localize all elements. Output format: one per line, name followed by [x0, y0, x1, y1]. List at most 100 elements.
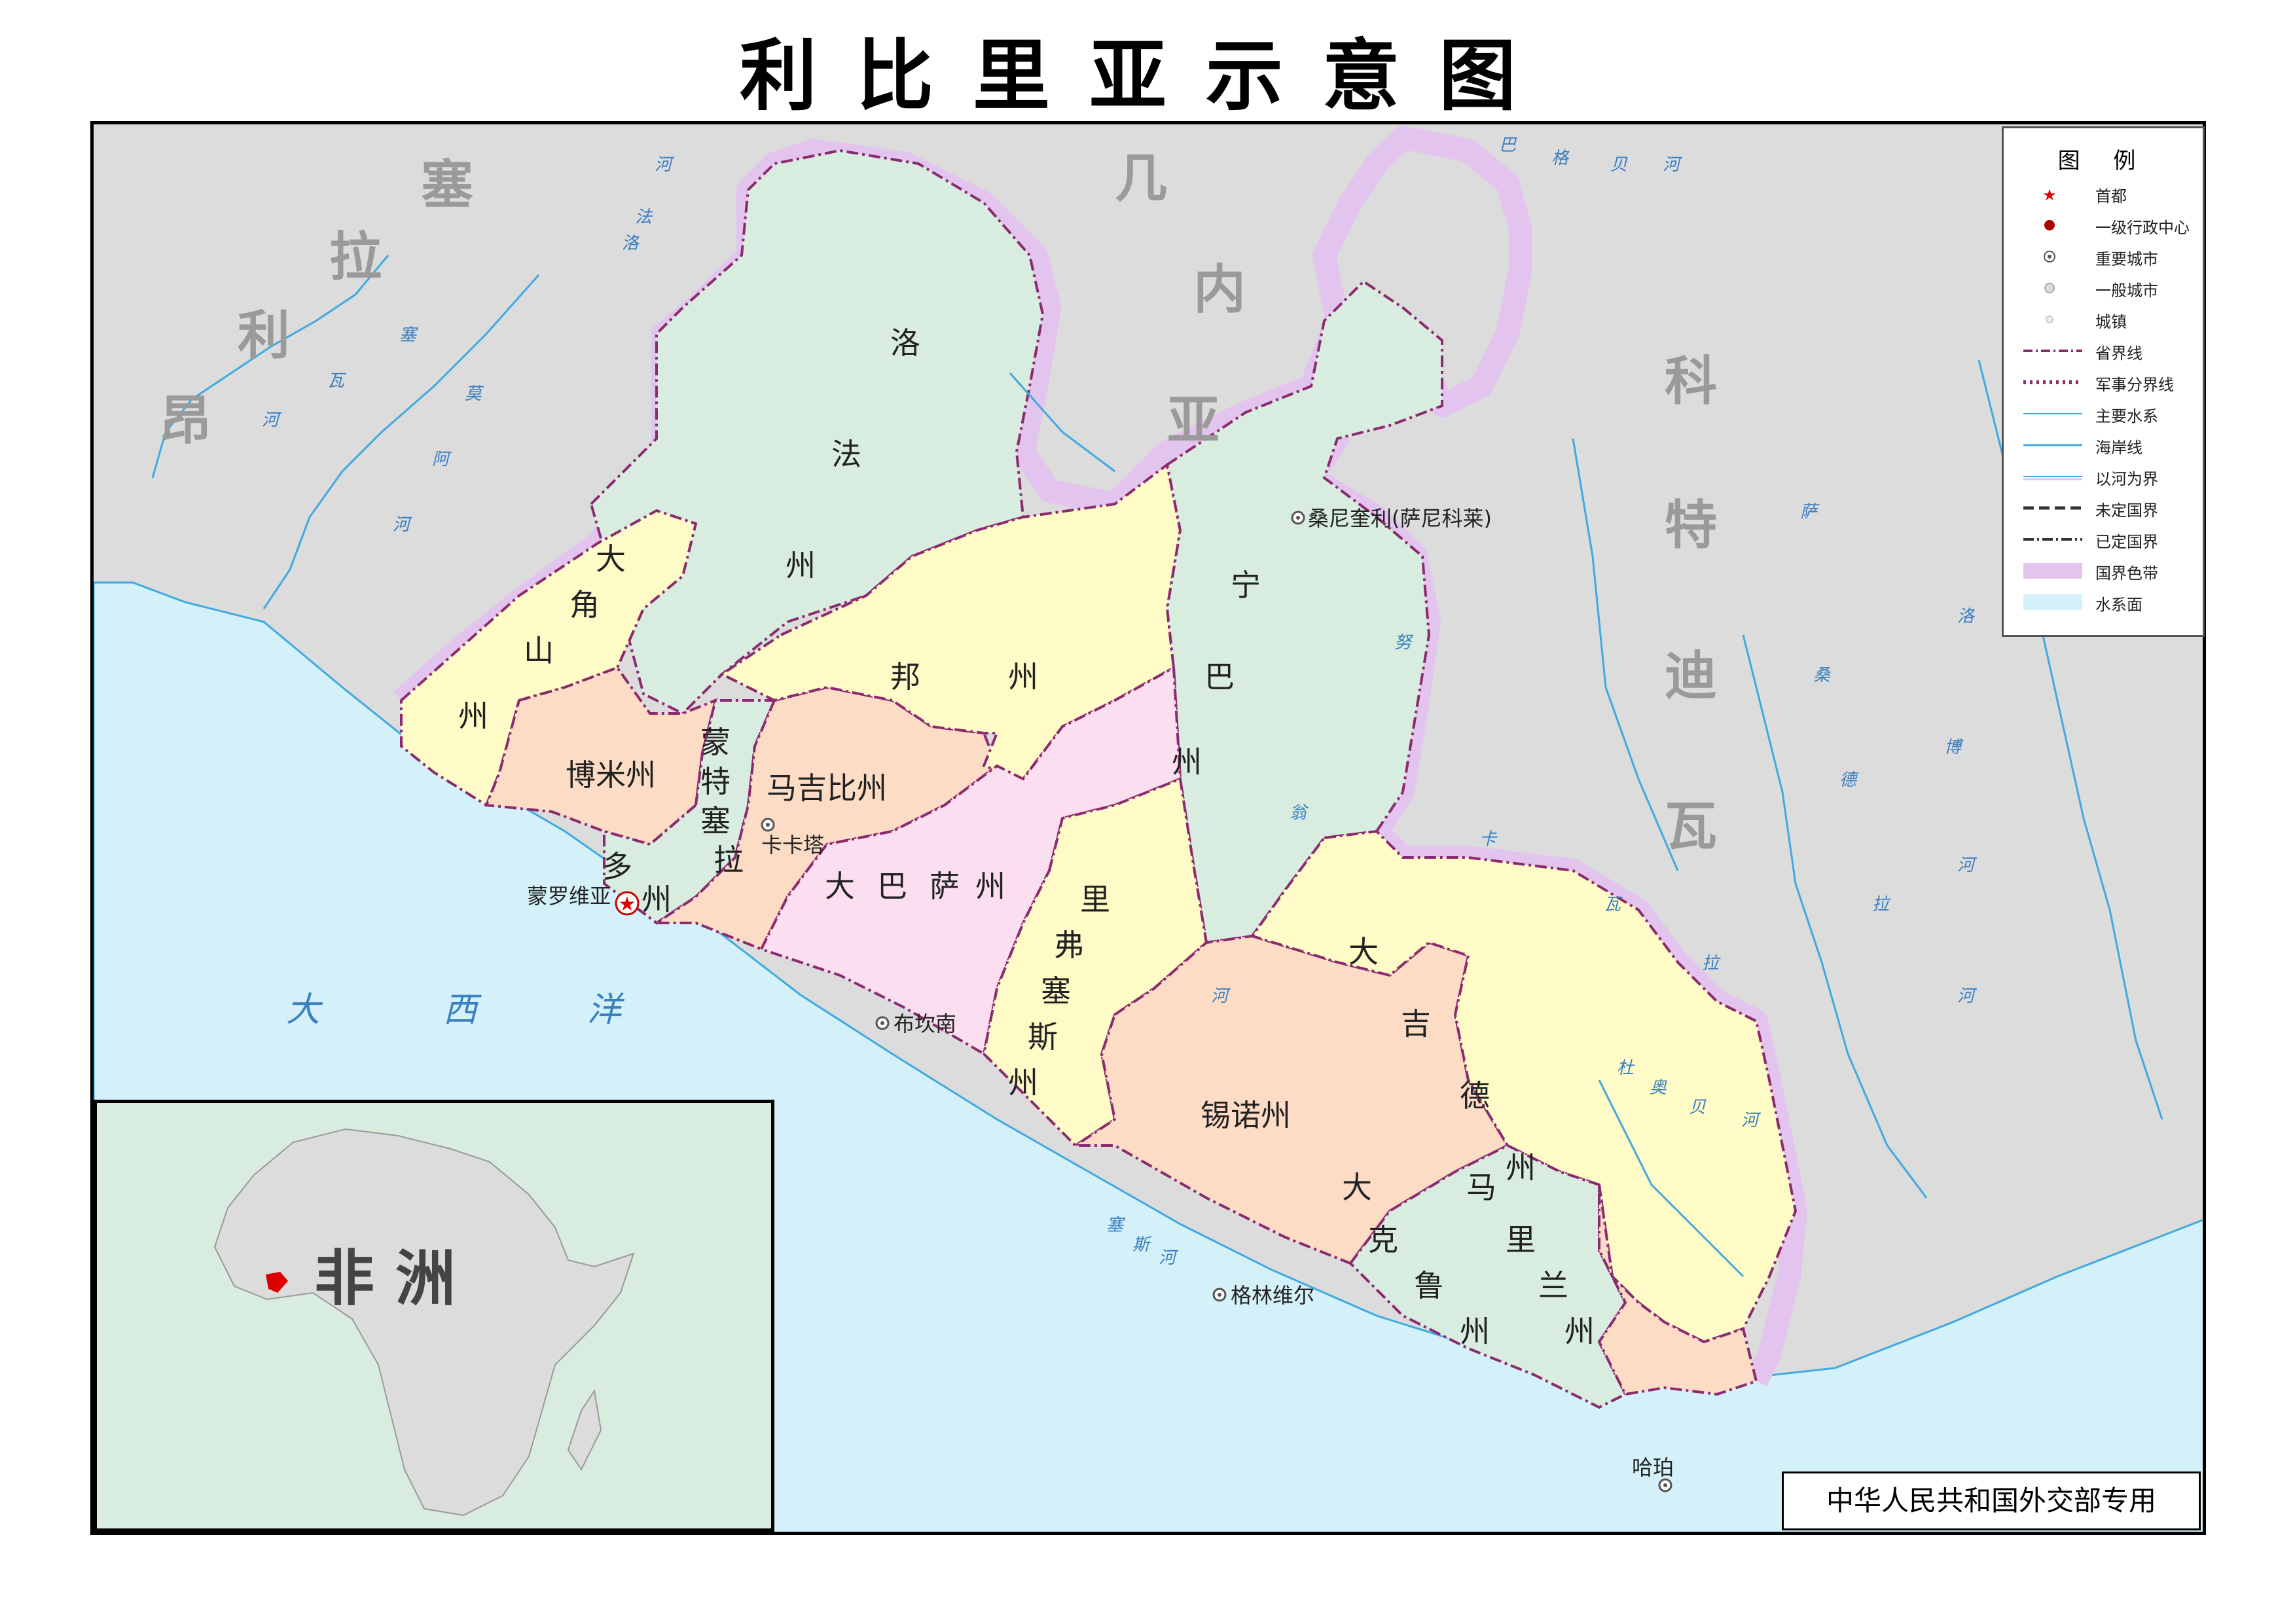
legend-item: 省界线 [2017, 338, 2200, 364]
label-river-8-1: 桑 [1813, 666, 1832, 685]
label-mont-3: 拉 [714, 842, 744, 878]
county-rivercess[interactable] [982, 777, 1208, 1147]
city-greenville: 格林维尔 [1231, 1283, 1314, 1308]
legend-item: 重要城市 [2017, 244, 2200, 270]
province-line-icon [2023, 350, 2082, 352]
label-mont-5: 州 [642, 882, 672, 917]
legend-item: 军事分界线 [2017, 369, 2200, 395]
water-system-icon [2023, 413, 2082, 414]
label-mont-1: 特 [700, 764, 731, 799]
label-river-9-1: 博 [1944, 738, 1964, 757]
label-gg-2: 德 [1460, 1078, 1490, 1113]
label-mont-4: 多 [602, 849, 632, 884]
label-river-4-1: 格 [1551, 149, 1570, 168]
town-icon [2046, 316, 2053, 323]
label-bong-1: 州 [1008, 659, 1038, 695]
label-river-2-2: 阿 [432, 450, 452, 469]
label-sinoe: 锡诺州 [1201, 1098, 1291, 1133]
border-band-icon [2023, 563, 2082, 579]
city-harper: 哈珀 [1632, 1455, 1674, 1480]
military-line-icon [2023, 380, 2082, 384]
label-river-9-2: 河 [1957, 856, 1978, 875]
label-lofa-0: 洛 [890, 325, 920, 361]
river-line [262, 274, 540, 609]
label-river-9-0: 洛 [1957, 607, 1976, 626]
legend-label: 主要水系 [2095, 407, 2158, 425]
label-sierra-leone-1: 拉 [329, 226, 382, 287]
label-river-2-1: 莫 [465, 384, 484, 404]
legend-label: 军事分界线 [2095, 376, 2174, 394]
legend-label: 未定国界 [2095, 501, 2158, 520]
undefined-border-icon [2023, 506, 2082, 510]
label-river-7-2: 贝 [1689, 1098, 1707, 1117]
label-gbassa-0: 大 [825, 869, 855, 904]
city-marker-greenville[interactable] [1212, 1288, 1227, 1302]
city-marker-sanniquellie[interactable] [1291, 511, 1305, 525]
county-grand-gedeh[interactable] [1250, 829, 1798, 1344]
label-gbassa-3: 州 [975, 869, 1005, 904]
label-river-3-1: 法 [635, 208, 653, 227]
label-gcm-3: 州 [458, 698, 488, 734]
label-river-6-1: 瓦 [1604, 895, 1623, 914]
inset-label-africa: 非 洲 [314, 1244, 456, 1314]
label-sierra-leone-3: 昂 [159, 390, 211, 451]
label-md-0: 马 [1466, 1170, 1496, 1205]
legend-item: 已定国界 [2017, 526, 2200, 552]
label-gg-0: 大 [1348, 934, 1379, 969]
label-sierra-leone-0: 塞 [421, 154, 473, 215]
label-river-8-2: 德 [1839, 770, 1859, 790]
county-lofa[interactable] [589, 149, 1045, 715]
river-line [1598, 1079, 1744, 1278]
label-river-1-0: 瓦 [327, 371, 347, 391]
capital-city-marker[interactable]: ★ [615, 891, 640, 916]
label-gbassa-1: 巴 [877, 869, 907, 904]
legend-item: 未定国界 [2017, 495, 2200, 521]
city-buchanan: 布坎南 [894, 1011, 956, 1036]
label-rc-2: 塞 [1041, 973, 1071, 1009]
label-river-5-2: 河 [1211, 986, 1231, 1006]
map-title: 利比里亚示意图 [739, 30, 1555, 121]
county-margibi[interactable] [652, 685, 999, 951]
city-marker-kakata[interactable] [761, 818, 775, 832]
legend-label: 省界线 [2095, 344, 2142, 363]
label-rc-1: 弗 [1054, 928, 1084, 963]
star-icon: ★ [619, 893, 636, 916]
inset-map-africa[interactable]: 非 洲 [94, 1100, 774, 1532]
label-gg-1: 吉 [1401, 1006, 1431, 1041]
label-nimba-2: 州 [1172, 744, 1202, 780]
city-marker-buchanan[interactable] [875, 1016, 890, 1030]
label-river-4-0: 巴 [1499, 135, 1517, 155]
label-gk-2: 鲁 [1414, 1268, 1444, 1303]
label-guinea-0: 几 [1115, 148, 1167, 209]
label-river-3-0: 洛 [622, 234, 640, 253]
label-river-10-2: 河 [1159, 1248, 1179, 1268]
label-rc-0: 里 [1080, 882, 1110, 917]
label-ci-0: 科 [1665, 351, 1717, 412]
inset-canvas: 非 洲 [213, 1128, 635, 1517]
city-marker-harper[interactable] [1658, 1478, 1672, 1492]
label-bong-0: 邦 [890, 659, 920, 695]
legend-label: 已定国界 [2095, 533, 2158, 551]
legend-label: 以河为界 [2095, 470, 2158, 488]
label-ocean-0: 大 [286, 990, 323, 1030]
label-gcm-0: 大 [596, 541, 626, 577]
legend-label: 重要城市 [2095, 250, 2158, 268]
river-border-icon [2023, 476, 2082, 480]
legend-item: 主要水系 [2017, 401, 2200, 427]
label-gcm-1: 角 [569, 587, 600, 623]
legend-item: 一级行政中心 [2017, 212, 2200, 238]
label-md-2: 兰 [1538, 1268, 1568, 1303]
county-maryland[interactable] [1597, 1184, 1758, 1396]
county-bomi[interactable] [484, 666, 717, 846]
label-river-7-0: 杜 [1617, 1058, 1635, 1078]
label-gg-3: 州 [1506, 1150, 1536, 1185]
legend-item: 城镇 [2017, 306, 2200, 333]
county-nimba[interactable] [1165, 280, 1443, 945]
label-ocean-1: 西 [443, 990, 482, 1030]
legend-label: 首都 [2095, 187, 2127, 206]
county-bong[interactable] [719, 462, 1182, 781]
label-guinea-2: 亚 [1167, 390, 1220, 451]
star-icon: ★ [2042, 186, 2057, 202]
county-grand-cape-mount[interactable] [400, 509, 698, 807]
legend-item: 海岸线 [2017, 432, 2200, 458]
